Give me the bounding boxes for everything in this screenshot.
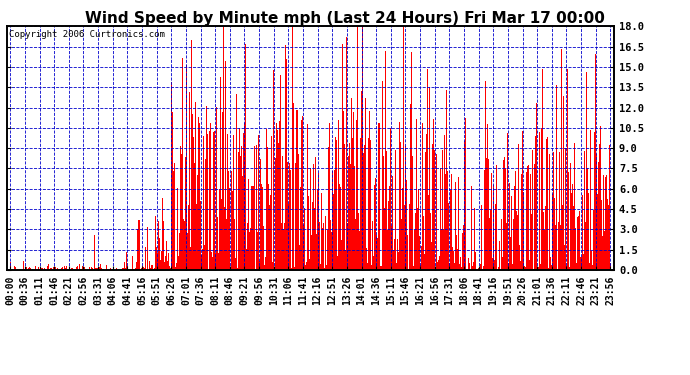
Text: 05:16: 05:16 — [137, 276, 147, 305]
Text: 12:51: 12:51 — [327, 276, 337, 305]
Text: 15:46: 15:46 — [400, 276, 411, 305]
Text: 08:11: 08:11 — [210, 276, 220, 305]
Text: 18:06: 18:06 — [459, 276, 469, 305]
Text: 04:06: 04:06 — [108, 276, 118, 305]
Text: 13:26: 13:26 — [342, 276, 352, 305]
Text: 19:51: 19:51 — [503, 276, 513, 305]
Text: 16:21: 16:21 — [415, 276, 425, 305]
Text: 11:41: 11:41 — [298, 276, 308, 305]
Text: 02:21: 02:21 — [63, 276, 74, 305]
Text: 04:41: 04:41 — [122, 276, 132, 305]
Text: 00:36: 00:36 — [20, 276, 30, 305]
Text: 01:11: 01:11 — [34, 276, 45, 305]
Text: 21:01: 21:01 — [532, 276, 542, 305]
Text: 21:36: 21:36 — [546, 276, 557, 305]
Text: 09:56: 09:56 — [254, 276, 264, 305]
Text: 14:36: 14:36 — [371, 276, 381, 305]
Text: 02:56: 02:56 — [79, 276, 88, 305]
Text: 23:21: 23:21 — [591, 276, 601, 305]
Text: 05:51: 05:51 — [152, 276, 161, 305]
Text: 10:31: 10:31 — [268, 276, 279, 305]
Text: Wind Speed by Minute mph (Last 24 Hours) Fri Mar 17 00:00: Wind Speed by Minute mph (Last 24 Hours)… — [85, 11, 605, 26]
Text: Copyright 2006 Curtronics.com: Copyright 2006 Curtronics.com — [9, 30, 165, 39]
Text: 18:41: 18:41 — [473, 276, 484, 305]
Text: 00:00: 00:00 — [6, 276, 15, 305]
Text: 15:11: 15:11 — [386, 276, 396, 305]
Text: 20:26: 20:26 — [518, 276, 528, 305]
Text: 22:11: 22:11 — [562, 276, 571, 305]
Text: 08:46: 08:46 — [225, 276, 235, 305]
Text: 01:46: 01:46 — [49, 276, 59, 305]
Text: 22:46: 22:46 — [576, 276, 586, 305]
Text: 19:16: 19:16 — [489, 276, 498, 305]
Text: 06:26: 06:26 — [166, 276, 176, 305]
Text: 03:31: 03:31 — [93, 276, 103, 305]
Text: 07:01: 07:01 — [181, 276, 191, 305]
Text: 12:16: 12:16 — [313, 276, 323, 305]
Text: 16:56: 16:56 — [430, 276, 440, 305]
Text: 07:36: 07:36 — [195, 276, 206, 305]
Text: 14:01: 14:01 — [357, 276, 366, 305]
Text: 11:06: 11:06 — [284, 276, 293, 305]
Text: 17:31: 17:31 — [444, 276, 454, 305]
Text: 23:56: 23:56 — [605, 276, 615, 305]
Text: 09:21: 09:21 — [239, 276, 249, 305]
